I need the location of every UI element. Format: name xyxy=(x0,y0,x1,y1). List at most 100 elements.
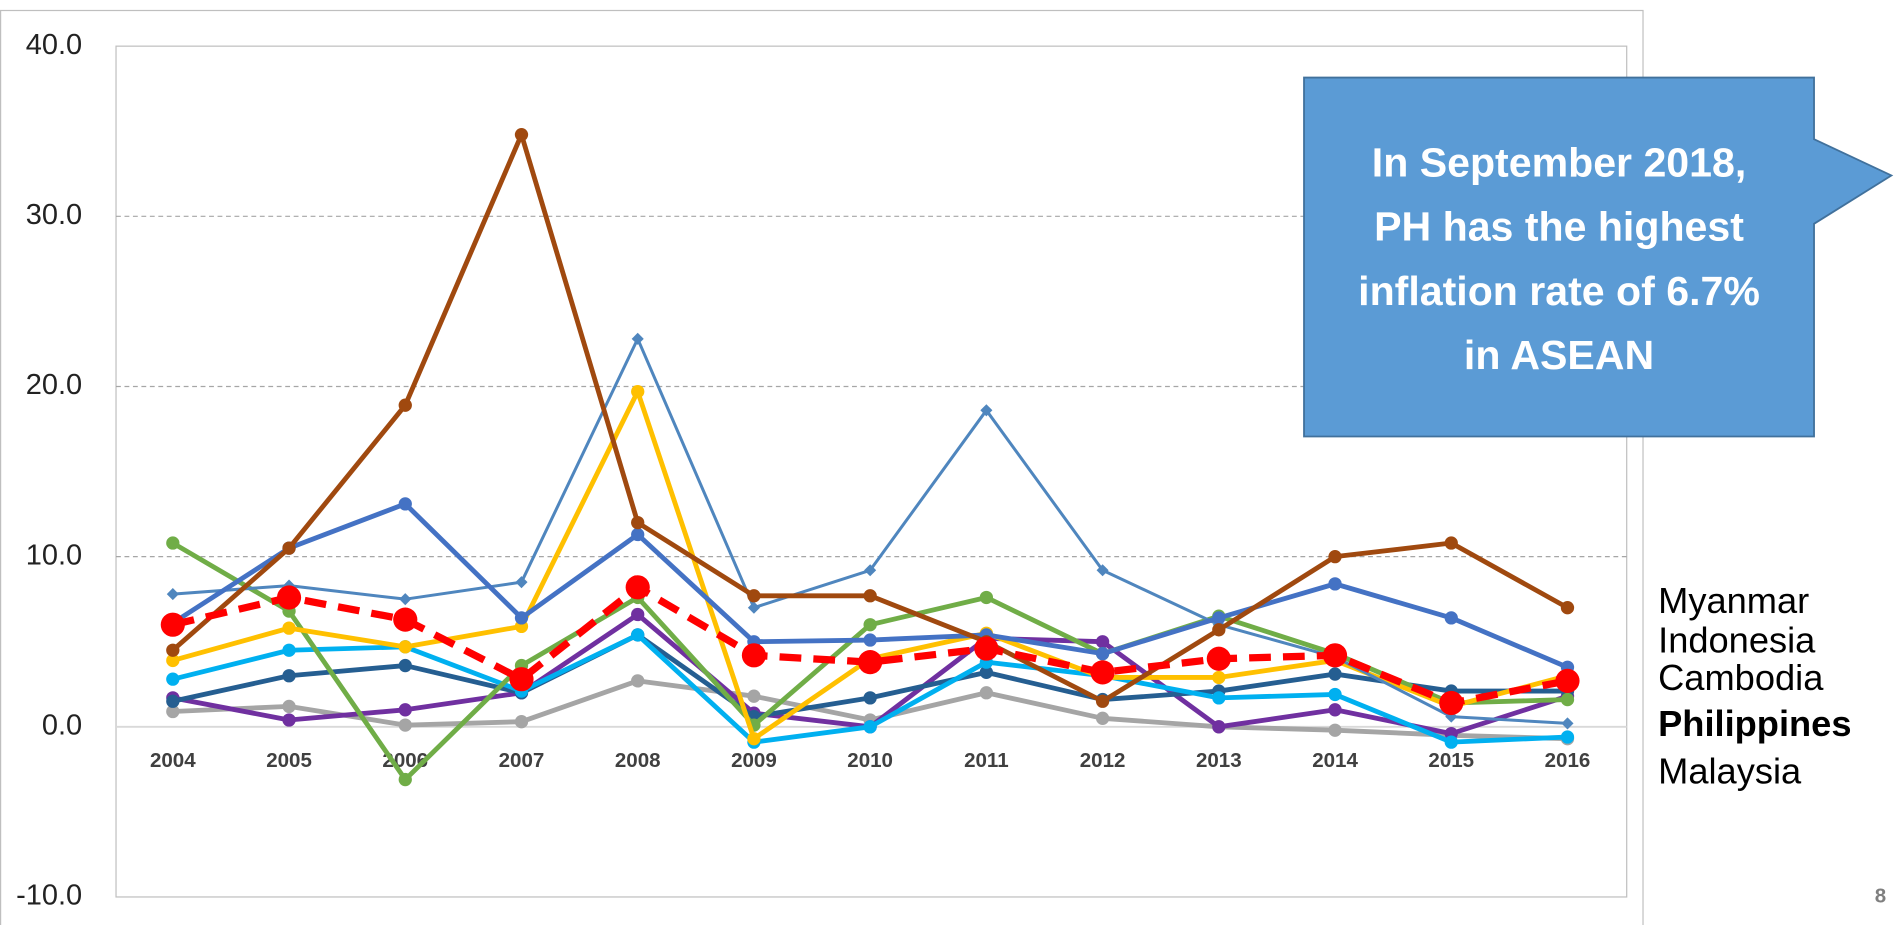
legend-label: Cambodia xyxy=(1658,657,1824,698)
data-point xyxy=(1560,730,1575,744)
data-point xyxy=(1444,536,1458,550)
data-point xyxy=(631,607,645,622)
data-point xyxy=(166,588,179,601)
x-tick-label: 2014 xyxy=(1312,749,1358,772)
data-point xyxy=(282,541,296,555)
data-point xyxy=(1560,601,1575,615)
data-point xyxy=(1328,723,1342,737)
data-point xyxy=(276,585,302,610)
data-point xyxy=(1328,667,1342,681)
data-point xyxy=(1212,623,1226,637)
data-point xyxy=(160,612,185,637)
data-point xyxy=(863,589,877,603)
data-point xyxy=(974,636,999,661)
x-tick-label: 2012 xyxy=(1080,749,1126,772)
data-point xyxy=(747,589,761,603)
x-tick-label: 2004 xyxy=(150,749,196,772)
data-point xyxy=(1439,690,1464,716)
data-point xyxy=(398,703,412,717)
x-tick-label: 2008 xyxy=(615,749,661,772)
data-point xyxy=(863,618,877,632)
data-point xyxy=(1095,694,1110,708)
data-point xyxy=(398,658,412,673)
data-point xyxy=(631,384,645,399)
data-point xyxy=(514,611,529,625)
data-point xyxy=(514,127,529,142)
x-tick-label: 2009 xyxy=(731,749,777,772)
data-point xyxy=(1212,720,1226,734)
x-tick-label: 2011 xyxy=(964,749,1009,772)
x-tick-label: 2013 xyxy=(1196,749,1242,772)
data-point xyxy=(1560,692,1575,707)
data-point xyxy=(747,601,760,614)
data-point xyxy=(864,564,877,577)
data-point xyxy=(515,576,528,589)
data-point xyxy=(398,772,412,787)
legend-label: Myanmar xyxy=(1658,580,1809,621)
data-point xyxy=(747,732,761,746)
legend-label: Malaysia xyxy=(1658,750,1802,791)
data-point xyxy=(863,633,877,647)
data-point xyxy=(863,720,877,734)
y-tick-label: 0.0 xyxy=(42,709,82,741)
data-point xyxy=(282,699,296,714)
y-tick-label: -10.0 xyxy=(16,880,82,912)
data-point xyxy=(979,686,994,700)
data-point xyxy=(1212,670,1226,685)
data-point xyxy=(166,672,180,686)
data-point xyxy=(1328,687,1342,702)
data-point xyxy=(631,674,645,688)
data-point xyxy=(631,527,645,542)
data-point xyxy=(1212,611,1226,625)
legend-label: Philippines xyxy=(1658,703,1851,744)
data-point xyxy=(1444,735,1458,749)
data-point xyxy=(1322,643,1348,668)
data-point xyxy=(509,667,534,692)
data-point xyxy=(1555,668,1580,693)
data-point xyxy=(398,398,412,412)
data-point xyxy=(398,640,412,654)
callout-text: in ASEAN xyxy=(1464,332,1654,378)
data-point xyxy=(631,515,645,530)
data-point xyxy=(514,715,529,729)
data-point xyxy=(1206,646,1231,671)
data-point xyxy=(1095,635,1110,649)
data-point xyxy=(631,332,644,345)
x-tick-label: 2005 xyxy=(266,749,312,772)
callout-text: In September 2018, xyxy=(1372,140,1746,186)
data-point xyxy=(399,593,412,606)
data-point xyxy=(1328,703,1342,717)
x-tick-label: 2007 xyxy=(499,749,545,772)
callout-text: PH has the highest xyxy=(1374,204,1744,250)
data-point xyxy=(625,575,650,600)
data-point xyxy=(282,621,296,635)
data-point xyxy=(166,704,180,719)
y-tick-label: 10.0 xyxy=(26,539,82,571)
data-point xyxy=(1096,564,1109,577)
data-point xyxy=(282,643,296,657)
y-tick-label: 30.0 xyxy=(26,199,82,231)
x-tick-label: 2016 xyxy=(1545,749,1591,772)
data-point xyxy=(282,669,296,683)
data-point xyxy=(398,718,412,732)
page-number: 8 xyxy=(1875,884,1886,907)
data-point xyxy=(747,689,761,703)
data-point xyxy=(979,665,994,680)
data-point xyxy=(166,536,180,550)
data-point xyxy=(1095,646,1110,661)
data-point xyxy=(398,497,412,511)
data-point xyxy=(282,713,296,727)
data-point xyxy=(1212,691,1226,705)
data-point xyxy=(166,643,180,657)
data-point xyxy=(1095,711,1110,725)
data-point xyxy=(1444,611,1458,625)
y-tick-label: 20.0 xyxy=(26,369,82,401)
data-point xyxy=(1328,577,1342,591)
plot-area xyxy=(115,45,1628,898)
data-point xyxy=(863,691,877,705)
data-point xyxy=(1328,549,1342,564)
callout-box xyxy=(1303,76,1894,438)
data-point xyxy=(980,404,993,417)
data-point xyxy=(631,628,645,642)
